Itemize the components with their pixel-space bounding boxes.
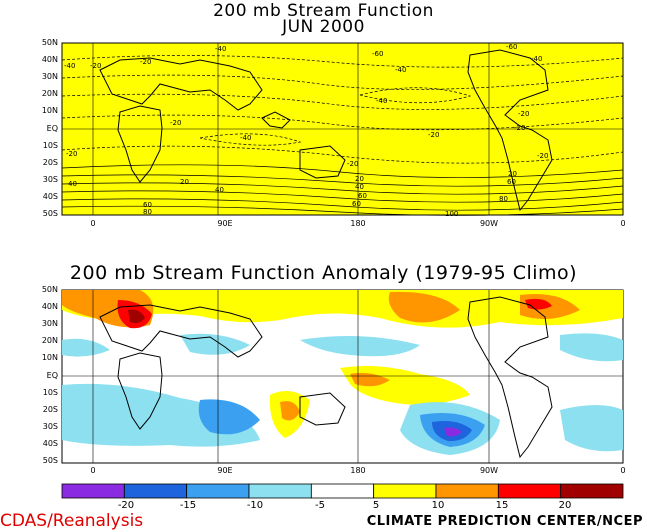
colorbar-label: 5 [372,500,380,511]
top-subtitle: JUN 2000 [282,17,365,37]
bottom-lat-label: EQ [46,371,58,380]
bottom-lat-label: 20S [42,405,58,414]
top-lat-label: 20N [41,89,58,98]
colorbar-label: -5 [315,500,325,511]
contour-label: 80 [143,208,152,216]
colorbar-label: -10 [246,500,264,511]
contour-label: -40 [531,55,543,63]
top-title: 200 mb Stream Function [213,1,434,21]
bottom-lat-label: 50S [42,456,58,465]
contour-label: 60 [143,201,152,209]
top-lat-label: 20S [42,158,58,167]
contour-label: 20 [508,170,517,178]
contour-label: 60 [352,200,361,208]
contour-label: -60 [372,50,384,58]
top-lat-label: EQ [46,124,58,133]
top-lat-label: 10S [42,141,58,150]
contour-label: 60 [507,178,516,186]
contour-label: -40 [395,66,407,74]
top-lat-label: 30S [42,175,58,184]
top-lat-label: 40N [41,55,58,64]
colorbar-label: 15 [495,500,509,511]
colorbar-label: -15 [179,500,197,511]
contour-label: 20 [355,175,364,183]
contour-label: -20 [514,124,526,132]
bottom-lat-label: 50N [41,285,58,294]
contour-label: 40 [355,183,364,191]
contour-label: -40 [215,45,227,53]
top-lon-label: 90W [479,219,499,228]
bottom-lat-label: 10S [42,388,58,397]
contour-label: 40 [68,180,77,188]
bottom-map-coastlines [99,296,553,459]
contour-label: -40 [64,62,76,70]
bottom-lon-label: 90E [217,466,233,475]
bottom-lat-label: 30S [42,422,58,431]
bottom-lon-label: 90W [479,466,499,475]
top-lon-label: 180 [350,219,366,228]
top-map-coastlines [99,49,553,212]
bottom-lon-label: 180 [350,466,366,475]
top-map-contours [61,164,624,216]
bottom-lat-label: 20N [41,336,58,345]
contour-label: -20 [518,110,530,118]
bottom-lon-label: 0 [90,466,96,475]
contour-label: -20 [170,119,182,127]
contour-label: 20 [180,178,189,186]
top-lon-label: 0 [90,219,96,228]
top-lat-label: 50S [42,209,58,218]
top-lat-label: 50N [41,38,58,47]
top-lon-label: 0 [620,219,626,228]
bottom-lon-label: 0 [620,466,626,475]
footer-credit: CLIMATE PREDICTION CENTER/NCEP [366,514,643,529]
contour-label: 40 [215,186,224,194]
top-lat-label: 10N [41,106,58,115]
colorbar-label: 20 [558,500,572,511]
bottom-lat-label: 40N [41,302,58,311]
bottom-lat-label: 30N [41,319,58,328]
top-lat-label: 30N [41,72,58,81]
colorbar-label: -20 [117,500,135,511]
contour-label: -40 [376,97,388,105]
top-lon-label: 90E [217,219,233,228]
top-map-dashed-contours [61,55,624,164]
contour-label: -40 [240,134,252,142]
contour-label: 80 [499,195,508,203]
contour-label: 60 [358,192,367,200]
bottom-title: 200 mb Stream Function Anomaly (1979-95 … [69,262,578,284]
bottom-lat-label: 10N [41,353,58,362]
contour-label: -20 [90,62,102,70]
contour-label: -20 [428,131,440,139]
contour-label: 100 [445,210,459,218]
colorbar-label: 10 [431,500,445,511]
contour-label: -60 [506,43,518,51]
contour-label: -20 [66,150,78,158]
footer-source: CDAS/Reanalysis [0,511,144,531]
contour-label: -20 [347,160,359,168]
top-lat-label: 40S [42,192,58,201]
contour-label: -20 [140,58,152,66]
bottom-lat-label: 40S [42,439,58,448]
contour-label: -20 [537,152,549,160]
